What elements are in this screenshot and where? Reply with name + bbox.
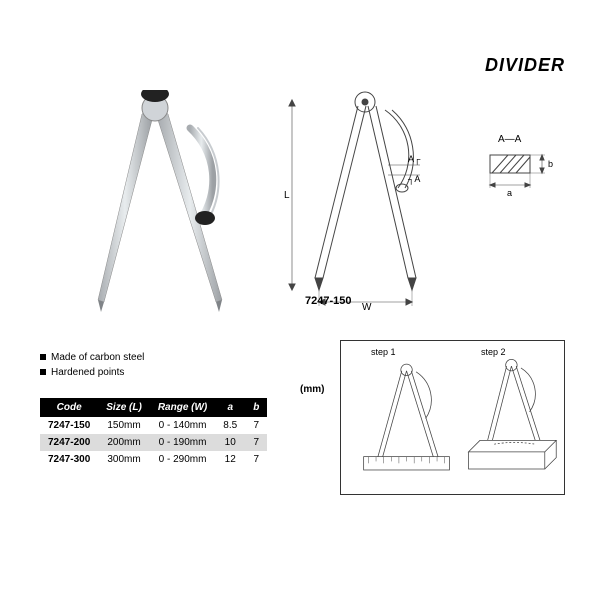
page-title: DIVIDER [485,55,565,76]
table-row: 7247-300 300mm 0 - 290mm 12 7 [40,451,267,468]
dim-A-top: A┌ [408,154,421,165]
dim-L: L [284,190,290,201]
model-label: 7247-150 [305,295,352,307]
table-header-row: Code Size (L) Range (W) a b [40,398,267,417]
steps-box: step 1 step 2 [340,340,565,495]
table-row: 7247-150 150mm 0 - 140mm 8.5 7 [40,417,267,434]
dim-b: b [548,159,553,169]
col-size: Size (L) [98,398,150,417]
cross-section: A—A a b [470,130,560,210]
dim-A-bot: ┐A [408,174,420,185]
dim-W: W [362,302,372,310]
dim-a: a [507,188,512,198]
col-code: Code [40,398,98,417]
section-label: A—A [498,134,522,145]
feature-item: Hardened points [40,365,144,380]
col-range: Range (W) [150,398,215,417]
unit-label: (mm) [300,384,324,395]
table-row: 7247-200 200mm 0 - 190mm 10 7 [40,434,267,451]
col-b: b [245,398,267,417]
col-a: a [215,398,245,417]
step1-label: step 1 [371,347,396,357]
spec-table: Code Size (L) Range (W) a b 7247-150 150… [40,398,267,468]
steps-illustration [347,347,570,490]
feature-item: Made of carbon steel [40,350,144,365]
product-photo [50,90,260,320]
feature-list: Made of carbon steel Hardened points [40,350,144,380]
technical-diagram: L W A┌ ┐A [280,90,450,310]
step2-label: step 2 [481,347,506,357]
